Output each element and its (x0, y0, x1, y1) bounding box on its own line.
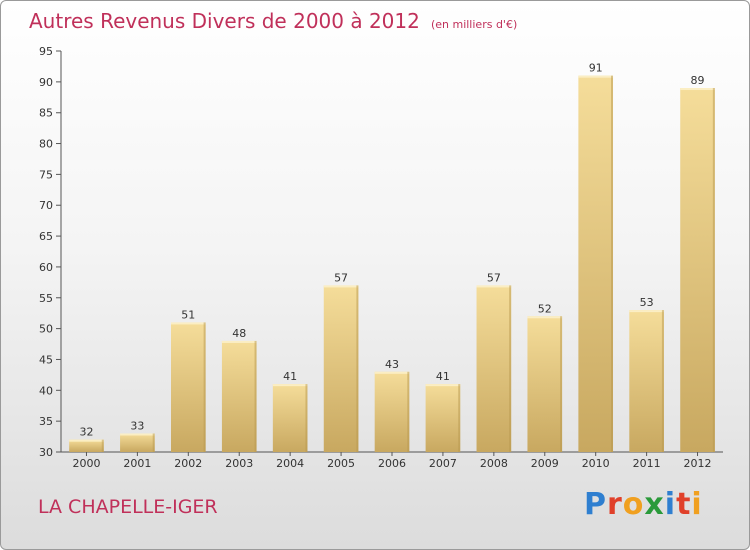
bar-top-highlight (323, 285, 359, 288)
bar-edge (305, 384, 308, 452)
bar-edge (407, 371, 410, 452)
bar-edge (152, 433, 155, 452)
data-label: 32 (79, 426, 93, 439)
logo-letter: o (622, 487, 645, 522)
x-tick-label: 2003 (225, 457, 253, 470)
data-label: 51 (181, 308, 195, 321)
data-label: 57 (334, 271, 348, 284)
x-tick-label: 2000 (72, 457, 100, 470)
x-tick-label: 2008 (480, 457, 508, 470)
y-tick-label: 95 (39, 45, 53, 58)
bar-top-highlight (527, 316, 563, 319)
data-label: 43 (385, 358, 399, 371)
y-tick-label: 45 (39, 353, 53, 366)
bar-2009 (527, 316, 563, 452)
bar-2001 (120, 433, 155, 452)
bar-top-highlight (272, 384, 308, 387)
x-tick-label: 2011 (633, 457, 661, 470)
y-tick-label: 35 (39, 415, 53, 428)
bar-top-highlight (680, 88, 715, 91)
bar-top-highlight (425, 384, 461, 387)
bar-edge (203, 322, 206, 452)
x-tick-label: 2005 (327, 457, 355, 470)
bar-top-highlight (170, 322, 206, 325)
bar-2007 (425, 384, 461, 452)
bar-top-highlight (476, 285, 512, 288)
y-tick-label: 90 (39, 76, 53, 89)
bar-2004 (272, 384, 308, 452)
chart-title-main: Autres Revenus Divers de 2000 à 2012 (29, 9, 420, 33)
bars (69, 75, 715, 452)
bar-edge (560, 316, 563, 452)
y-tick-label: 40 (39, 384, 53, 397)
bar-2005 (323, 285, 359, 452)
y-tick-label: 75 (39, 168, 53, 181)
bar-2006 (374, 371, 410, 452)
bar-2011 (629, 310, 664, 452)
x-tick-label: 2007 (429, 457, 457, 470)
bar-2012 (680, 88, 715, 452)
bar-edge (101, 439, 104, 452)
x-tick-label: 2010 (582, 457, 610, 470)
chart-title-unit: (en milliers d'€) (430, 18, 518, 31)
bar-top-highlight (629, 310, 664, 313)
x-tick-label: 2001 (123, 457, 151, 470)
y-tick-label: 60 (39, 261, 53, 274)
logo-letter: t (676, 487, 692, 522)
commune-name: LA CHAPELLE-IGER (38, 496, 218, 518)
proxiti-logo: Proxiti (584, 487, 703, 522)
bar-edge (254, 340, 257, 452)
y-tick-label: 65 (39, 230, 53, 243)
labels: 2000 32 2001 33 2002 51 2003 48 2004 41 2005 57 2006… (72, 62, 711, 470)
x-tick-label: 2004 (276, 457, 304, 470)
chart-title: Autres Revenus Divers de 2000 à 2012 (en… (29, 9, 517, 33)
bar-edge (509, 285, 512, 452)
bar-2000 (69, 439, 104, 452)
bar-edge (458, 384, 461, 452)
data-label: 33 (130, 419, 144, 432)
axes: 30 35 40 45 50 55 60 65 70 75 80 85 90 95 (39, 45, 723, 459)
data-label: 52 (538, 302, 552, 315)
logo-letter: i (664, 487, 677, 522)
bar-edge (712, 88, 715, 452)
bar-top-highlight (221, 340, 257, 343)
bar-edge (611, 75, 614, 452)
x-tick-label: 2002 (174, 457, 202, 470)
data-label: 41 (436, 370, 450, 383)
y-tick-label: 55 (39, 292, 53, 305)
logo-letter: P (584, 487, 607, 522)
data-label: 89 (691, 74, 705, 87)
bar-top-highlight (578, 75, 614, 78)
logo-letter: r (607, 487, 623, 522)
y-tick-label: 80 (39, 138, 53, 151)
x-tick-label: 2012 (684, 457, 712, 470)
bar-2010 (578, 75, 614, 452)
bar-2008 (476, 285, 512, 452)
data-label: 57 (487, 271, 501, 284)
y-tick-label: 70 (39, 199, 53, 212)
bar-edge (661, 310, 664, 452)
data-label: 53 (640, 296, 654, 309)
bar-top-highlight (374, 371, 410, 374)
bar-top-highlight (69, 439, 104, 442)
y-tick-label: 85 (39, 107, 53, 120)
bar-top-highlight (120, 433, 155, 436)
x-tick-label: 2009 (531, 457, 559, 470)
x-tick-label: 2006 (378, 457, 406, 470)
logo-letter: x (644, 487, 665, 522)
data-label: 41 (283, 370, 297, 383)
bar-2003 (221, 340, 257, 452)
bar-2002 (170, 322, 206, 452)
data-label: 48 (232, 327, 246, 340)
logo-letter: i (691, 487, 703, 522)
data-label: 91 (589, 62, 603, 75)
y-tick-label: 30 (39, 446, 53, 459)
y-tick-label: 50 (39, 323, 53, 336)
bar-edge (356, 285, 359, 452)
